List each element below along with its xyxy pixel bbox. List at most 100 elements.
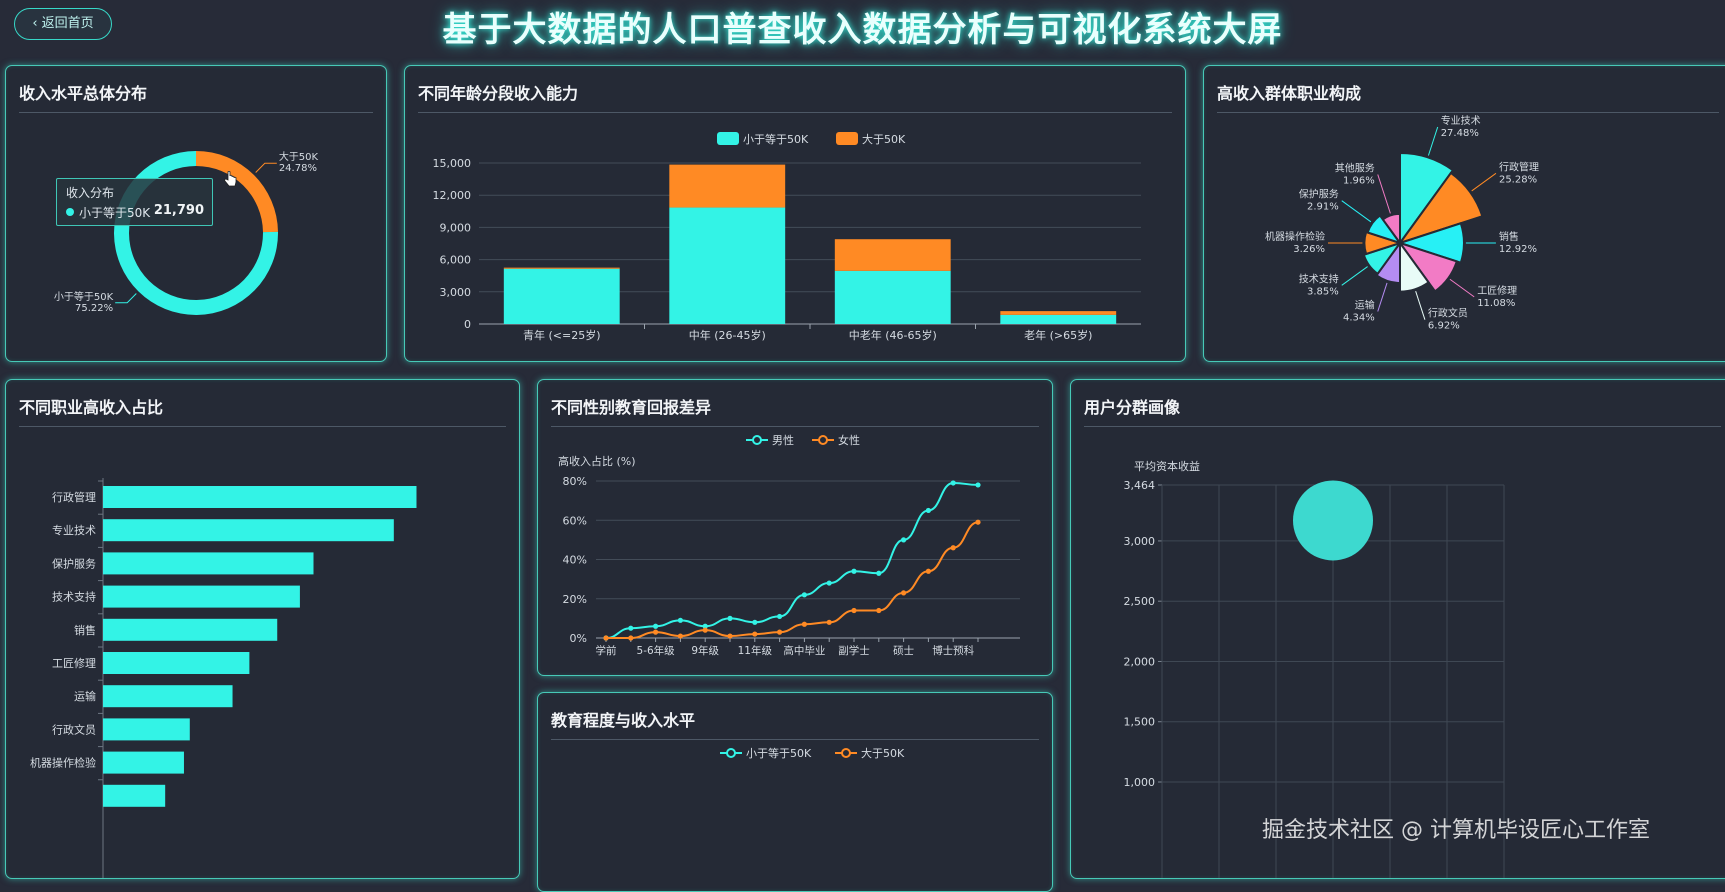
slice-name: 销售	[1499, 230, 1519, 243]
slice-percent: 3.85%	[1307, 286, 1339, 297]
bar	[103, 486, 417, 508]
tooltip-value: 21,790	[153, 203, 204, 218]
slice-name: 机器操作检验	[1265, 230, 1325, 243]
y-axis-label: 平均资本收益	[1134, 459, 1200, 473]
legend-marker	[818, 435, 828, 445]
bar-segment	[1000, 311, 1117, 315]
data-point	[653, 629, 659, 635]
data-point	[677, 633, 683, 639]
x-tick-label: 中老年 (46-65岁)	[849, 328, 937, 342]
panel-high-income-jobs: 高收入群体职业构成 专业技术 27.48% 行政管理 25.28% 销售 12.92% 工匠…	[1203, 65, 1725, 362]
bar	[103, 784, 166, 807]
data-point	[975, 519, 981, 525]
donut-leader	[115, 293, 137, 304]
data-point	[628, 625, 634, 631]
edu-income-line-chart: 小于等于50K 大于50K	[720, 746, 905, 760]
data-point	[628, 635, 634, 641]
legend-label: 大于50K	[861, 746, 905, 760]
panel-edu-income: 教育程度与收入水平 小于等于50K 大于50K	[537, 692, 1053, 892]
y-tick-label: 专业技术	[52, 523, 96, 537]
bar-segment	[834, 270, 951, 324]
rose-slice	[1396, 221, 1465, 265]
rose-slice	[1362, 241, 1403, 276]
data-point	[603, 635, 609, 641]
panel-gender-edu: 不同性别教育回报差异 0% 20% 40% 60% 80% 高收入占比 (%) 男性 女性 学前…	[537, 379, 1053, 676]
slice-name: 运输	[1355, 298, 1375, 311]
rose-leader	[1341, 200, 1372, 223]
rose-leader	[1449, 278, 1475, 298]
data-point	[950, 545, 956, 551]
y-tick-label: 行政文员	[52, 722, 96, 736]
legend-marker	[752, 435, 762, 445]
bar	[103, 618, 278, 641]
page-title: 基于大数据的人口普查收入数据分析与可视化系统大屏	[442, 10, 1283, 50]
data-point	[975, 482, 981, 488]
rose-leader	[1377, 174, 1391, 214]
x-tick-label: 11年级	[738, 644, 773, 657]
data-point	[851, 607, 857, 614]
bar-segment	[669, 164, 786, 208]
rose-leader	[1377, 282, 1388, 312]
panel-title: 不同性别教育回报差异	[551, 398, 712, 417]
x-tick-label: 硕士	[893, 644, 914, 657]
y-tick-label: 2,000	[1124, 655, 1156, 668]
age-income-bar-chart: 0 3,000 6,000 9,000 12,000 15,000 小于等于50K 大于50K…	[433, 132, 1141, 342]
data-point	[901, 590, 907, 596]
y-tick-label: 工匠修理	[52, 656, 96, 670]
slice-name: 其他服务	[1335, 162, 1375, 175]
legend-label: 女性	[838, 433, 860, 447]
y-tick-label: 技术支持	[52, 590, 96, 604]
legend-label: 男性	[772, 433, 794, 447]
tooltip-dot	[66, 208, 74, 216]
y-tick-label: 6,000	[440, 254, 472, 267]
y-tick-label: 20%	[563, 593, 587, 606]
bar-segment	[503, 268, 620, 324]
slice-percent: 4.34%	[1343, 312, 1375, 323]
slice-name: 专业技术	[1441, 114, 1481, 127]
y-tick-label: 行政管理	[52, 490, 96, 504]
y-tick-label: 0%	[570, 632, 587, 645]
rose-slice	[1399, 239, 1430, 293]
y-tick-label: 3,000	[1124, 535, 1156, 548]
data-point	[826, 580, 832, 586]
data-point	[876, 570, 882, 576]
bar	[103, 552, 314, 575]
rose-slice	[1375, 239, 1401, 284]
panel-title: 教育程度与收入水平	[551, 711, 696, 730]
bar	[103, 652, 250, 674]
chevron-left-icon: ‹	[32, 16, 38, 31]
tooltip-series: 小于等于50K	[79, 206, 151, 220]
data-point	[677, 617, 683, 623]
data-point	[801, 592, 807, 598]
legend-marker	[841, 748, 851, 758]
bar-segment	[834, 239, 951, 271]
slice-percent: 12.92%	[1499, 244, 1537, 255]
y-tick-label: 3,000	[440, 286, 472, 299]
rose-slice	[1397, 171, 1484, 245]
divider	[551, 426, 1039, 427]
slice-percent: 3.26%	[1293, 244, 1325, 255]
panel-title: 用户分群画像	[1084, 398, 1181, 417]
tooltip-title: 收入分布	[66, 186, 115, 200]
legend-label: 大于50K	[862, 132, 906, 146]
legend-label: 小于等于50K	[743, 132, 809, 146]
panel-title: 不同年龄分段收入能力	[418, 84, 579, 103]
slice-percent: 1.96%	[1343, 176, 1375, 187]
rose-slice	[1363, 230, 1404, 256]
data-point	[777, 613, 783, 620]
slice-name: 小于等于50K	[54, 290, 114, 303]
divider	[19, 112, 373, 113]
chart-tooltip: 收入分布 小于等于50K 21,790	[56, 178, 213, 226]
panel-age-income: 不同年龄分段收入能力 0 3,000 6,000 9,000 12,000 15,000 小…	[404, 65, 1186, 362]
back-home-button[interactable]: ‹ 返回首页	[14, 8, 112, 40]
rose-slice	[1381, 212, 1401, 247]
bar-segment	[503, 267, 620, 269]
y-tick-label: 40%	[563, 554, 587, 567]
data-point	[925, 568, 931, 574]
x-tick-label: 青年 (<=25岁)	[523, 328, 601, 342]
y-tick-label: 机器操作检验	[30, 756, 96, 770]
slice-name: 行政文员	[1428, 307, 1468, 320]
